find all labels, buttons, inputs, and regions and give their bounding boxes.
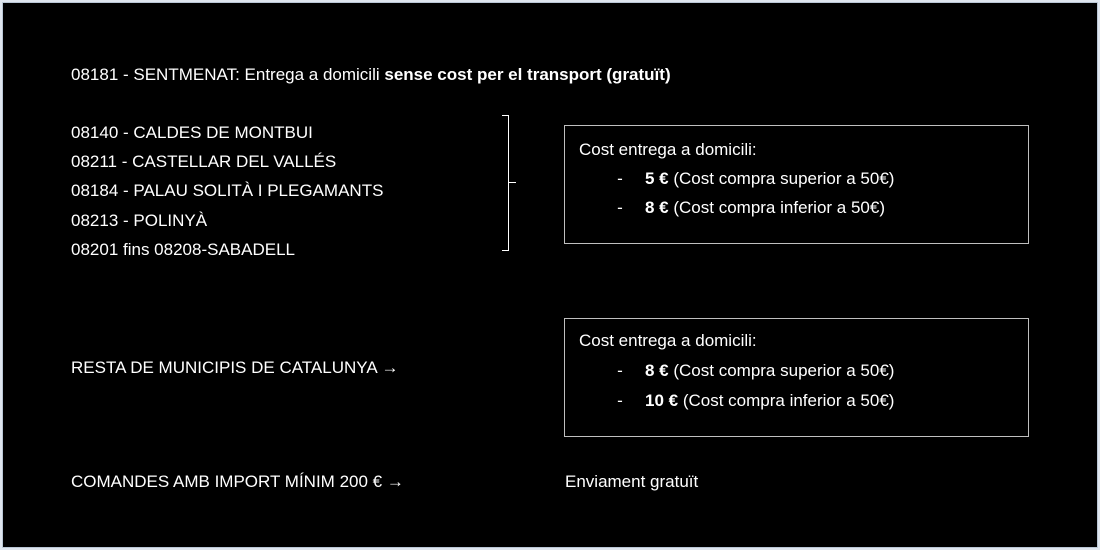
cost-box-title: Cost entrega a domicili: <box>579 140 757 159</box>
free-zone-bold: sense cost per el transport (gratuït) <box>384 65 671 84</box>
cost-item-price: 10 € <box>645 391 679 410</box>
cost-item: - 5 € (Cost compra superior a 50€) <box>595 169 894 189</box>
cost-item-price: 8 € <box>645 361 669 380</box>
bracket <box>502 115 509 251</box>
zone2-cost-box: Cost entrega a domicili: - 8 € (Cost comp… <box>564 318 1029 437</box>
free-zone-text: 08181 - SENTMENAT: Entrega a domicili <box>71 65 385 84</box>
cost-item-dash: - <box>617 198 623 217</box>
place-item: 08211 - CASTELLAR DEL VALLÉS <box>71 152 337 171</box>
cost-item-note: (Cost compra inferior a 50€) <box>678 391 895 410</box>
place-item: 08184 - PALAU SOLITÀ I PLEGAMANTS <box>71 181 384 200</box>
place-item: 08140 - CALDES DE MONTBUI <box>71 123 313 142</box>
minimum-order-label: COMANDES AMB IMPORT MÍNIM 200 € → <box>71 472 404 491</box>
zone1-cost-box: Cost entrega a domicili: - 5 € (Cost comp… <box>564 125 1029 244</box>
cost-item: - 10 € (Cost compra inferior a 50€) <box>595 391 894 411</box>
free-shipping-text: Enviament gratuït <box>565 472 699 491</box>
cost-item-note: (Cost compra superior a 50€) <box>668 361 895 380</box>
zone2-label: RESTA DE MUNICIPIS DE CATALUNYA → <box>71 358 399 377</box>
cost-item-price: 5 € <box>645 169 669 188</box>
bracket-tick <box>509 182 516 183</box>
cost-item-dash: - <box>617 361 623 380</box>
cost-item-note: (Cost compra inferior a 50€) <box>668 198 886 217</box>
cost-item: - 8 € (Cost compra superior a 50€) <box>595 361 894 381</box>
cost-item-price: 8 € <box>645 198 669 217</box>
cost-box-title: Cost entrega a domicili: <box>579 331 757 350</box>
place-item: 08201 fins 08208-SABADELL <box>71 240 295 259</box>
cost-item: - 8 € (Cost compra inferior a 50€) <box>595 198 885 218</box>
free-zone-line: 08181 - SENTMENAT: Entrega a domicili se… <box>71 65 671 85</box>
cost-item-dash: - <box>617 169 623 188</box>
cost-item-dash: - <box>617 391 623 410</box>
cost-item-note: (Cost compra superior a 50€) <box>668 169 895 188</box>
place-item: 08213 - POLINYÀ <box>71 211 208 230</box>
